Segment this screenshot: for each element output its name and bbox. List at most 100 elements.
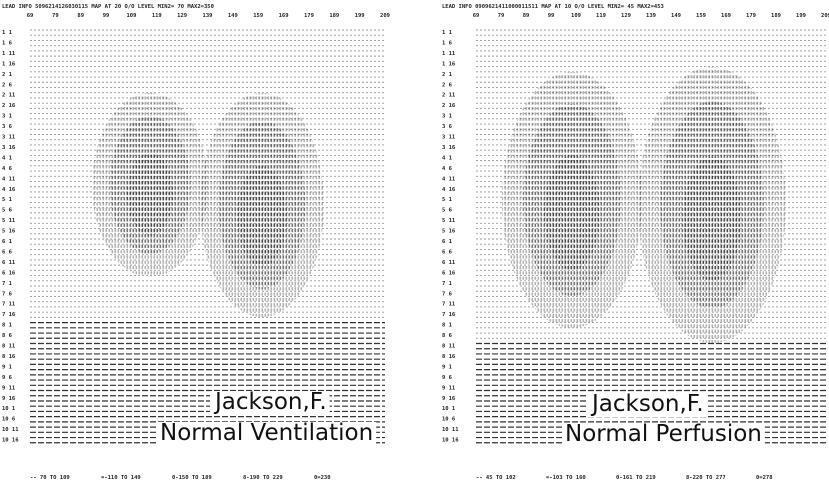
row-label: 1 6 — [2, 40, 13, 46]
row-label: 10 16 — [442, 438, 459, 444]
row-label: 10 6 — [442, 417, 456, 423]
row-label: 9 1 — [442, 364, 453, 370]
row-label: 2 1 — [2, 72, 13, 78]
column-label: 79 — [52, 13, 59, 19]
printout-panel: LEAD INFO 5096214126030115 MAP AT 20 O/O… — [2, 4, 390, 481]
row-label: 5 11 — [2, 218, 16, 224]
row-label: 4 11 — [442, 176, 456, 182]
column-label: 179 — [746, 13, 756, 19]
row-label: 6 11 — [442, 260, 456, 266]
lung-density-center — [237, 165, 287, 267]
label-backdrop — [210, 391, 330, 415]
lung-density-center — [544, 155, 600, 271]
row-label: 7 16 — [442, 312, 456, 318]
row-label: 9 6 — [442, 375, 453, 381]
row-label: 5 6 — [2, 208, 13, 214]
row-label: 7 16 — [2, 312, 16, 318]
row-label: 1 16 — [442, 61, 456, 67]
row-label: 3 1 — [442, 114, 453, 120]
row-label: 4 11 — [2, 176, 16, 182]
column-label: 99 — [103, 13, 110, 19]
row-label: 6 6 — [442, 249, 453, 255]
row-label: 8 11 — [2, 344, 16, 350]
row-label: 10 6 — [2, 417, 16, 423]
row-label: 6 16 — [442, 270, 456, 276]
row-label: 2 11 — [2, 93, 16, 99]
legend-entry: -- 70 TO 109 — [30, 475, 70, 481]
column-label: 69 — [27, 13, 34, 19]
row-label: 4 16 — [442, 187, 456, 193]
column-label: 139 — [203, 13, 213, 19]
row-label: 2 6 — [442, 82, 453, 88]
row-label: 3 11 — [442, 135, 456, 141]
row-label: 9 11 — [2, 385, 16, 391]
legend-entry: -- 45 TO 102 — [476, 475, 516, 481]
row-label: 4 1 — [2, 155, 13, 161]
legend-entry: 0=230 — [314, 475, 331, 481]
column-label: 199 — [355, 13, 365, 19]
column-label: 69 — [473, 13, 480, 19]
row-label: 10 1 — [442, 406, 456, 412]
row-label: 3 16 — [442, 145, 456, 151]
row-label: 5 11 — [442, 218, 456, 224]
row-label: 7 1 — [2, 281, 13, 287]
row-label: 2 16 — [442, 103, 456, 109]
row-label: 2 16 — [2, 103, 16, 109]
row-label: 6 1 — [2, 239, 13, 245]
column-label: 89 — [523, 13, 530, 19]
row-label: 5 16 — [2, 229, 16, 235]
lung-density-center — [126, 152, 174, 236]
row-label: 4 6 — [442, 166, 453, 172]
label-backdrop — [587, 393, 707, 417]
row-label: 7 6 — [442, 291, 453, 297]
row-label: 4 1 — [442, 155, 453, 161]
row-label: 1 11 — [2, 51, 16, 57]
row-label: 6 16 — [2, 270, 16, 276]
row-label: 8 16 — [442, 354, 456, 360]
row-label: 3 1 — [2, 114, 13, 120]
row-label: 6 1 — [442, 239, 453, 245]
row-label: 2 1 — [442, 72, 453, 78]
row-label: 10 16 — [2, 438, 19, 444]
column-label: 159 — [253, 13, 263, 19]
row-label: 9 11 — [442, 385, 456, 391]
row-label: 1 16 — [2, 61, 16, 67]
column-label: 99 — [548, 13, 555, 19]
row-label: 2 11 — [442, 93, 456, 99]
column-label: 149 — [671, 13, 681, 19]
row-label: 8 6 — [2, 333, 13, 339]
column-label: 209 — [380, 13, 390, 19]
row-label: 10 11 — [2, 427, 19, 433]
label-backdrop — [562, 423, 765, 447]
column-label: 109 — [571, 13, 581, 19]
map-header: LEAD INFO 0909621411000011511 MAP AT 10 … — [442, 4, 664, 10]
row-label: 8 1 — [2, 323, 13, 329]
row-label: 3 6 — [442, 124, 453, 130]
legend-entry: 0-150 TO 189 — [172, 475, 212, 481]
row-label: 5 1 — [2, 197, 13, 203]
row-label: 5 1 — [442, 197, 453, 203]
row-label: 10 1 — [2, 406, 16, 412]
column-label: 159 — [696, 13, 706, 19]
row-label: 4 6 — [2, 166, 13, 172]
patient-name: Jackson,F. — [590, 391, 704, 417]
legend-entry: 8-190 TO 229 — [243, 475, 283, 481]
legend-entry: 0=278 — [756, 475, 773, 481]
row-label: 7 1 — [442, 281, 453, 287]
row-label: 3 16 — [2, 145, 16, 151]
column-label: 179 — [304, 13, 314, 19]
row-label: 7 11 — [442, 302, 456, 308]
row-label: 5 16 — [442, 229, 456, 235]
column-label: 189 — [771, 13, 781, 19]
legend-entry: 8-220 TO 277 — [686, 475, 726, 481]
row-label: 8 16 — [2, 354, 16, 360]
column-label: 149 — [228, 13, 238, 19]
row-label: 8 11 — [442, 344, 456, 350]
column-label: 169 — [279, 13, 289, 19]
row-label: 10 11 — [442, 427, 459, 433]
label-backdrop — [157, 422, 377, 446]
row-label: 3 6 — [2, 124, 13, 130]
map-header: LEAD INFO 5096214126030115 MAP AT 20 O/O… — [2, 4, 214, 10]
